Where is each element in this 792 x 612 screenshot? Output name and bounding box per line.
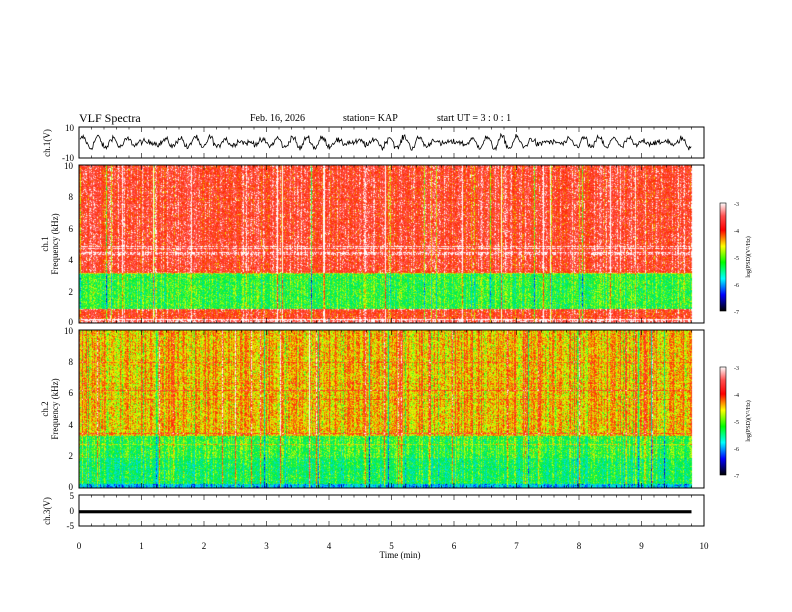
ch3-ytick-label: -5 (67, 521, 75, 531)
ch1-spectrogram-ticks (78, 165, 705, 323)
time-tick-label: 6 (452, 541, 457, 551)
time-tick-label: 7 (514, 541, 519, 551)
ch1-freq-tick-label: 4 (69, 255, 74, 265)
ch2-spectrogram-ylabel-top: ch.2 (40, 401, 50, 416)
ch2-spectrogram-panel: 0 2 4 6 8 10 ch.2 Frequency (kHz) (40, 326, 705, 492)
ch2-colorbar: -3 -4 -5 -6 -7 log(PSD)(V²/Hz) (719, 366, 752, 480)
ch1-ytick-label: 10 (65, 123, 75, 133)
time-axis-label: Time (min) (380, 550, 421, 560)
time-tick-label: 3 (264, 541, 269, 551)
ch1-spectrogram-ylabel: Frequency (kHz) (50, 213, 60, 274)
ch1-colorbar-tick: -6 (734, 283, 739, 289)
ch1-waveform-trace (79, 132, 692, 152)
ch2-colorbar-gradient (719, 366, 727, 476)
time-tick-label: 1 (139, 541, 144, 551)
ch1-freq-tick-label: 2 (69, 287, 74, 297)
ch1-colorbar-gradient (719, 202, 727, 312)
ch1-freq-tick-label: 6 (69, 224, 74, 234)
ch1-waveform-ticks (78, 127, 705, 158)
ch2-colorbar-label: log(PSD)(V²/Hz) (745, 400, 752, 441)
ch1-freq-tick-label: 0 (69, 317, 74, 327)
ch2-colorbar-tick: -4 (734, 393, 739, 399)
ch2-freq-tick-label: 6 (69, 388, 74, 398)
station-label: station= KAP (343, 113, 398, 124)
ch1-freq-tick-label: 8 (69, 192, 74, 202)
ch1-colorbar-tick: -7 (734, 310, 739, 316)
ch1-colorbar-tick: -5 (734, 256, 739, 262)
ch2-spectrogram-ylabel: Frequency (kHz) (50, 378, 60, 439)
ch1-colorbar: -3 -4 -5 -6 -7 log(PSD)(V²/Hz) (719, 202, 752, 316)
ch2-freq-tick-label: 8 (69, 357, 74, 367)
ch1-colorbar-tick: -3 (734, 202, 739, 208)
time-tick-label: 5 (389, 541, 394, 551)
ch3-waveform-band (79, 510, 692, 514)
ch1-spectrogram-ylabel-top: ch.1 (40, 236, 50, 251)
date-label: Feb. 16, 2026 (250, 113, 305, 124)
ch1-ytick-label: -10 (62, 153, 74, 163)
ch2-freq-tick-label: 2 (69, 451, 74, 461)
time-tick-label: 2 (202, 541, 207, 551)
ch2-spectrogram-image (79, 330, 704, 488)
ch2-colorbar-tick: -7 (734, 474, 739, 480)
ch1-waveform-panel: 10 -10 ch.1(V) (42, 123, 705, 163)
time-tick-label: 10 (700, 541, 710, 551)
ch3-waveform-ticks (78, 495, 705, 526)
ch3-waveform-panel: 5 0 -5 ch.3(V) (42, 491, 705, 531)
ch2-spectrogram-ticks (78, 330, 705, 488)
ch2-freq-tick-label: 4 (69, 420, 74, 430)
ch3-ytick-label: 0 (70, 506, 75, 516)
ch3-ytick-label: 5 (70, 491, 75, 501)
ch1-freq-tick-label: 10 (64, 161, 74, 171)
time-tick-label: 8 (577, 541, 582, 551)
time-tick-label: 9 (639, 541, 644, 551)
figure-title: VLF Spectra (79, 111, 141, 125)
ch2-colorbar-tick: -3 (734, 366, 739, 372)
ch1-colorbar-label: log(PSD)(V²/Hz) (745, 236, 752, 277)
ch2-freq-tick-label: 10 (64, 326, 74, 336)
start-time-label: start UT = 3 : 0 : 1 (437, 113, 512, 124)
ch1-spectrogram-panel: 0 2 4 6 8 10 ch.1 Frequency (kHz) (40, 161, 705, 327)
ch2-colorbar-tick: -6 (734, 447, 739, 453)
time-tick-label: 0 (77, 541, 82, 551)
ch1-colorbar-tick: -4 (734, 229, 739, 235)
ch1-spectrogram-image (79, 165, 704, 323)
time-axis: 0 1 2 3 4 5 6 7 8 9 10 Time (min) (77, 541, 709, 560)
ch2-freq-tick-label: 0 (69, 482, 74, 492)
time-tick-label: 4 (327, 541, 332, 551)
ch1-ylabel: ch.1(V) (42, 129, 52, 157)
ch2-colorbar-tick: -5 (734, 420, 739, 426)
ch3-ylabel: ch.3(V) (42, 497, 52, 525)
